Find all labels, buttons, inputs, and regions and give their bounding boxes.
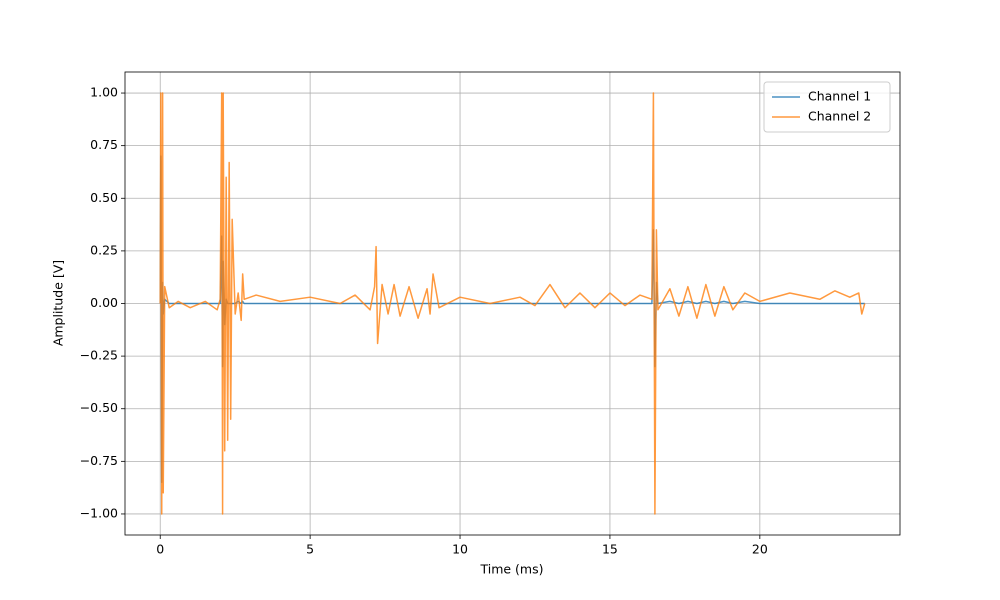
x-tick-label: 10 xyxy=(452,542,468,557)
x-tick-label: 15 xyxy=(602,542,618,557)
y-axis-label: Amplitude [V] xyxy=(51,260,66,346)
y-tick-label: 0.75 xyxy=(90,137,118,152)
plot-lines xyxy=(159,92,866,515)
ticks: 0 5 10 15 20 −1.00 −0.75 −0.50 −0.25 0.00 0.25 0.50… xyxy=(80,85,768,557)
legend-box xyxy=(763,81,891,133)
legend: Channel 1 Channel 2 xyxy=(763,81,891,133)
y-tick-label: 0.25 xyxy=(90,242,118,257)
x-tick-label: 5 xyxy=(306,542,314,557)
x-axis-label: Time (ms) xyxy=(479,562,543,577)
y-tick-label: −0.25 xyxy=(80,348,118,363)
legend-label: Channel 2 xyxy=(808,109,871,124)
x-tick-label: 0 xyxy=(156,542,164,557)
y-tick-label: −0.75 xyxy=(80,453,118,468)
y-tick-label: 0.50 xyxy=(90,190,118,205)
y-tick-label: −0.50 xyxy=(80,400,118,415)
legend-label: Channel 1 xyxy=(808,89,871,104)
x-tick-label: 20 xyxy=(752,542,768,557)
series-line xyxy=(159,92,866,515)
y-tick-label: 1.00 xyxy=(90,85,118,100)
y-tick-label: −1.00 xyxy=(80,505,118,520)
y-tick-label: 0.00 xyxy=(90,295,118,310)
